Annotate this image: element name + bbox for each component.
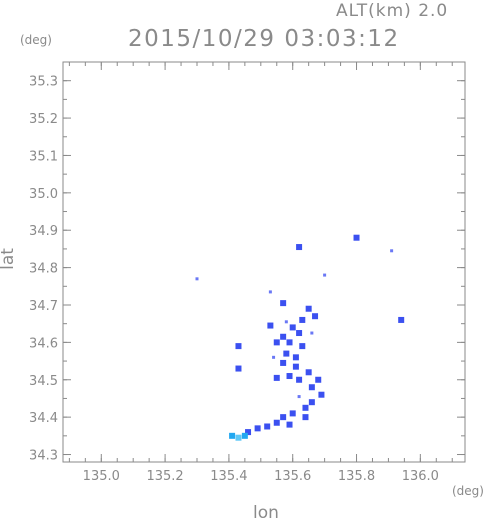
radar-echo-cell [289,410,296,417]
radar-echo-cell [305,305,312,312]
radar-echo-cell [305,369,312,376]
x-tick-label: 135.2 [146,469,183,484]
radar-echo-cell [390,249,394,253]
radar-echo-cell [286,421,293,428]
radar-echo-cell [296,244,303,251]
y-tick-label: 35.3 [29,75,58,90]
radar-echo-cell [308,384,315,391]
y-tick-label: 35.0 [29,187,58,202]
y-tick-label: 34.4 [29,411,58,426]
y-tick-label: 35.2 [29,112,58,127]
radar-echo-cell [292,363,299,370]
y-tick-label: 34.8 [29,262,58,277]
radar-echo-cell [280,300,287,307]
radar-echo-cell [312,313,319,320]
radar-echo-cell [280,359,287,366]
radar-echo-cell [292,354,299,361]
radar-echo-cell [235,365,242,372]
radar-echo-cell [323,273,327,277]
radar-echo-cell [235,434,242,441]
y-tick-label: 34.5 [29,374,58,389]
radar-echo-cell [272,355,276,359]
radar-echo-cell [310,331,314,335]
y-tick-label: 34.9 [29,224,58,239]
radar-echo-cell [273,419,280,426]
radar-echo-cell [241,432,248,439]
radar-echo-cell [296,330,303,337]
radar-echo-cell [315,376,322,383]
x-tick-label: 135.4 [210,469,247,484]
chart-title: 2015/10/29 03:03:12 [128,26,400,52]
x-tick-label: 136.0 [402,469,439,484]
radar-echo-cell [195,277,199,281]
radar-echo-cell [280,333,287,340]
x-tick-label: 135.6 [274,469,311,484]
radar-echo-cell [229,432,236,439]
radar-echo-cell [268,290,272,294]
x-axis-label: lon [253,503,279,523]
radar-echo-cell [302,404,309,411]
y-axis-label: lat [0,248,18,270]
y-tick-label: 35.1 [29,149,58,164]
radar-echo-cell [297,395,301,399]
radar-echo-cell [286,339,293,346]
radar-echo-cell [289,324,296,331]
radar-echo-cell [273,374,280,381]
radar-echo-cell [299,343,306,350]
plot-frame [62,61,466,463]
x-unit-label: (deg) [452,484,484,498]
radar-echo-cell [308,399,315,406]
radar-echo-cell [302,414,309,421]
radar-echo-cell [254,425,261,432]
radar-echo-cell [267,322,274,329]
altitude-label: ALT(km) 2.0 [336,1,449,21]
y-unit-label: (deg) [20,33,52,47]
radar-echo-cell [318,391,325,398]
radar-echo-cell [286,373,293,380]
radar-echo-cell [398,316,405,323]
radar-echo-cell [296,376,303,383]
radar-echo-cell [284,320,288,324]
x-tick-label: 135.0 [83,469,120,484]
radar-echo-cell [353,234,360,241]
x-tick-label: 135.8 [338,469,375,484]
radar-echo-cell [299,316,306,323]
radar-echo-cell [280,414,287,421]
radar-echo-cell [235,343,242,350]
y-tick-label: 34.3 [29,449,58,464]
radar-echo-cell [273,339,280,346]
radar-echo-cell [245,429,252,436]
radar-echo-cell [264,423,271,430]
y-tick-label: 34.6 [29,336,58,351]
y-tick-label: 34.7 [29,299,58,314]
radar-echo-cell [283,350,290,357]
